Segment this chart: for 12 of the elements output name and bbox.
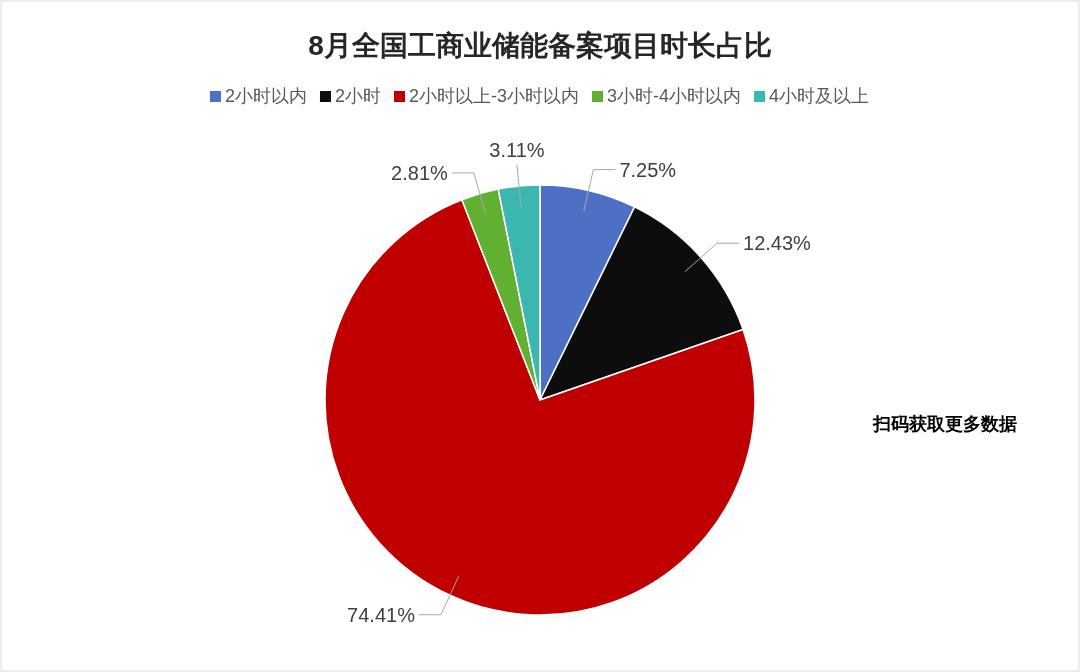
data-label: 7.25% <box>619 158 677 181</box>
title: 8月全国工商业储能备案项目时长占比 <box>308 30 772 61</box>
data-label: 2.81% <box>391 161 448 184</box>
legend-label: 3小时-4小时以内 <box>607 86 741 106</box>
legend-label: 2小时以上-3小时以内 <box>409 86 579 106</box>
legend-label: 2小时 <box>335 86 381 106</box>
data-label: 12.43% <box>743 232 811 255</box>
data-label: 3.11% <box>489 138 545 161</box>
legend-label: 2小时以内 <box>224 86 307 106</box>
data-label: 74.41% <box>347 603 415 626</box>
legend-label: 4小时及以上 <box>769 86 870 106</box>
annotation: 扫码获取更多数据 <box>873 414 1017 434</box>
